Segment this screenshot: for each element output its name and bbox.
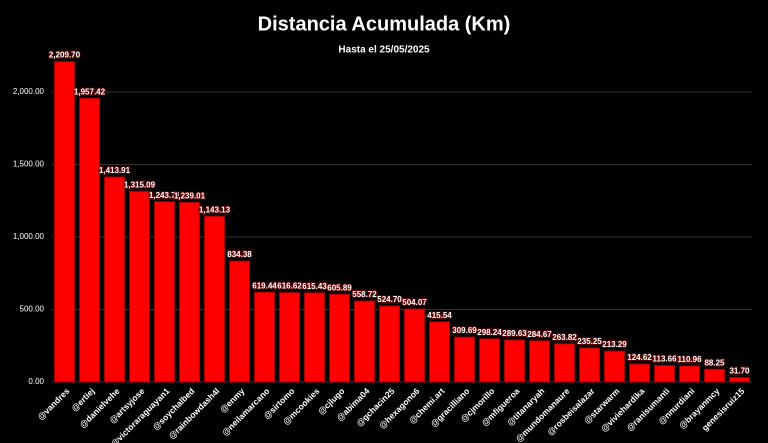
y-tick-label: 500.00 bbox=[20, 305, 45, 314]
value-label: 605.89 bbox=[327, 283, 352, 292]
value-label: 619.44 bbox=[252, 281, 277, 290]
value-label: 615.43 bbox=[302, 282, 327, 291]
bar bbox=[479, 338, 500, 383]
chart-title: Distancia Acumulada (Km) bbox=[258, 13, 511, 35]
value-label: 1,315.09 bbox=[124, 180, 156, 189]
bar bbox=[304, 292, 325, 383]
y-tick-label: 0.00 bbox=[28, 377, 44, 386]
bar bbox=[504, 339, 525, 383]
y-tick-label: 2,000.00 bbox=[13, 87, 45, 96]
bar bbox=[129, 190, 150, 383]
value-label: 1,243.71 bbox=[149, 191, 181, 200]
bar bbox=[654, 365, 675, 383]
value-label: 124.62 bbox=[627, 353, 652, 362]
value-label: 1,143.13 bbox=[199, 205, 231, 214]
value-label: 616.62 bbox=[277, 282, 302, 291]
bar bbox=[204, 215, 225, 383]
bar bbox=[404, 308, 425, 383]
bar bbox=[179, 201, 200, 383]
bar bbox=[354, 300, 375, 383]
bar bbox=[154, 201, 175, 383]
value-label: 558.72 bbox=[352, 290, 377, 299]
bar bbox=[379, 305, 400, 383]
bar bbox=[704, 368, 725, 383]
bar bbox=[279, 292, 300, 383]
bar bbox=[729, 376, 750, 383]
bar bbox=[629, 363, 650, 383]
value-label: 31.70 bbox=[729, 367, 750, 376]
bar bbox=[329, 293, 350, 383]
value-label: 284.67 bbox=[527, 330, 552, 339]
value-label: 113.66 bbox=[652, 355, 677, 364]
bar bbox=[679, 365, 700, 383]
value-label: 2,209.70 bbox=[49, 51, 81, 60]
value-label: 415.54 bbox=[427, 311, 452, 320]
bar bbox=[54, 61, 75, 383]
value-label: 1,239.01 bbox=[174, 191, 206, 200]
bar bbox=[229, 260, 250, 383]
value-label: 504.07 bbox=[402, 298, 427, 307]
value-label: 88.25 bbox=[704, 358, 725, 367]
bar bbox=[579, 347, 600, 383]
chart-subtitle: Hasta el 25/05/2025 bbox=[338, 45, 430, 56]
value-label: 263.82 bbox=[552, 333, 577, 342]
bar bbox=[454, 336, 475, 383]
bar bbox=[254, 291, 275, 383]
value-label: 298.24 bbox=[477, 328, 502, 337]
bar bbox=[79, 97, 100, 383]
value-label: 289.63 bbox=[502, 329, 527, 338]
value-label: 235.25 bbox=[577, 337, 602, 346]
value-label: 309.69 bbox=[452, 326, 477, 335]
bar bbox=[604, 350, 625, 383]
y-tick-label: 1,000.00 bbox=[13, 232, 45, 241]
value-label: 1,957.42 bbox=[74, 87, 106, 96]
value-label: 110.96 bbox=[677, 355, 702, 364]
bar bbox=[529, 340, 550, 383]
value-label: 213.29 bbox=[602, 340, 627, 349]
value-label: 524.70 bbox=[377, 295, 402, 304]
bar bbox=[429, 321, 450, 383]
value-label: 1,413.91 bbox=[99, 166, 131, 175]
bar bbox=[554, 343, 575, 383]
y-tick-label: 1,500.00 bbox=[13, 160, 45, 169]
bar bbox=[104, 176, 125, 383]
value-label: 834.38 bbox=[227, 250, 252, 259]
